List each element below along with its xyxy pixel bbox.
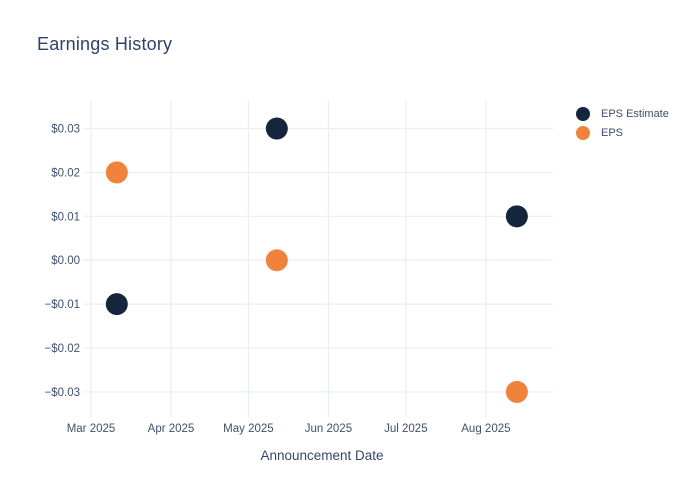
x-tick-label: Jul 2025 [384,423,427,435]
eps-swatch-icon [576,125,590,140]
y-tick-label: $0.01 [51,211,80,223]
chart-title: Earnings History [37,34,173,54]
x-tick-label: Aug 2025 [461,423,510,435]
x-tick-label: Mar 2025 [67,423,116,435]
x-axis-title: Announcement Date [260,448,384,463]
y-tick-label: −$0.01 [45,299,81,311]
legend-label-eps: EPS [601,126,624,139]
eps-estimate-swatch-icon [576,106,590,121]
data-point-eps[interactable] [105,161,128,184]
y-tick-label: −$0.02 [45,343,81,355]
y-tick-label: $0.00 [51,255,80,267]
y-tick-label: $0.02 [51,167,80,179]
legend-item-eps[interactable]: EPS [576,123,669,142]
y-tick-label: −$0.03 [45,387,81,399]
legend-label-eps-estimate: EPS Estimate [601,107,669,120]
y-tick-label: $0.03 [51,124,80,136]
data-point-eps-estimate[interactable] [505,205,528,228]
legend: EPS Estimate EPS [576,104,669,142]
x-tick-label: Apr 2025 [148,423,195,435]
x-tick-label: Jun 2025 [305,423,352,435]
data-point-eps[interactable] [265,249,288,272]
data-point-eps[interactable] [505,380,528,403]
data-point-eps-estimate[interactable] [265,117,288,140]
data-point-eps-estimate[interactable] [105,293,128,316]
x-tick-label: May 2025 [223,423,274,435]
legend-item-eps-estimate[interactable]: EPS Estimate [576,104,669,123]
